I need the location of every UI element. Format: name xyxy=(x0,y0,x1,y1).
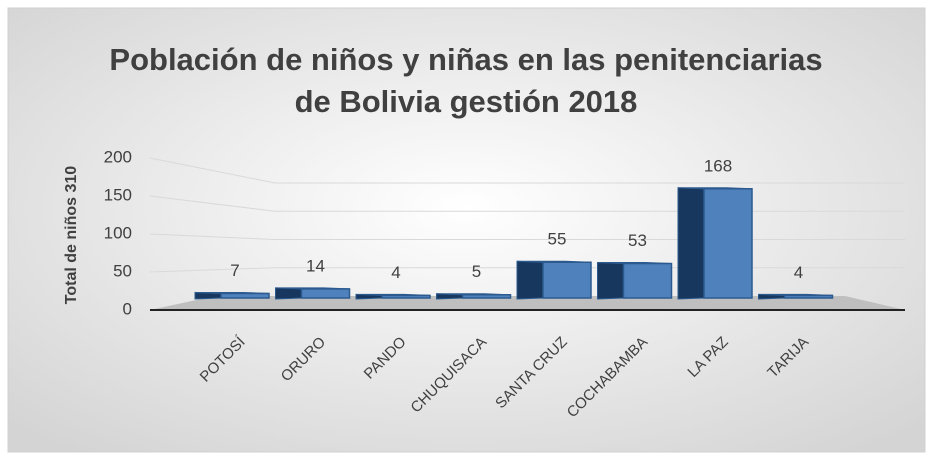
y-tick-label: 150 xyxy=(104,185,132,204)
bar-side xyxy=(275,287,302,300)
data-label: 4 xyxy=(391,263,400,282)
floor xyxy=(150,296,905,310)
y-tick-label: 0 xyxy=(123,299,132,318)
bar xyxy=(220,292,270,299)
bar xyxy=(622,262,673,299)
data-label: 5 xyxy=(472,262,481,281)
bar xyxy=(300,288,351,299)
data-label: 14 xyxy=(306,256,325,275)
y-tick-label: 50 xyxy=(113,261,132,280)
bar xyxy=(461,294,512,299)
bar xyxy=(381,294,431,299)
bar xyxy=(703,188,753,299)
bar-side xyxy=(677,187,705,300)
y-axis-label: Total de niños 310 xyxy=(63,166,80,305)
data-label: 4 xyxy=(794,263,803,282)
data-label: 53 xyxy=(628,231,647,250)
bar-side xyxy=(516,260,544,300)
bar-side xyxy=(597,262,624,300)
chart-title: de Bolivia gestión 2018 xyxy=(295,84,638,119)
data-label: 168 xyxy=(704,156,732,175)
data-label: 7 xyxy=(230,261,239,280)
chart-area xyxy=(7,7,926,453)
data-label: 55 xyxy=(548,230,567,249)
y-tick-label: 100 xyxy=(104,223,132,242)
chart-title: Población de niños y niñas en las penite… xyxy=(109,42,822,77)
y-tick-label: 200 xyxy=(104,147,132,166)
bar xyxy=(783,294,834,299)
bar xyxy=(542,261,592,299)
grid-line xyxy=(149,157,905,184)
